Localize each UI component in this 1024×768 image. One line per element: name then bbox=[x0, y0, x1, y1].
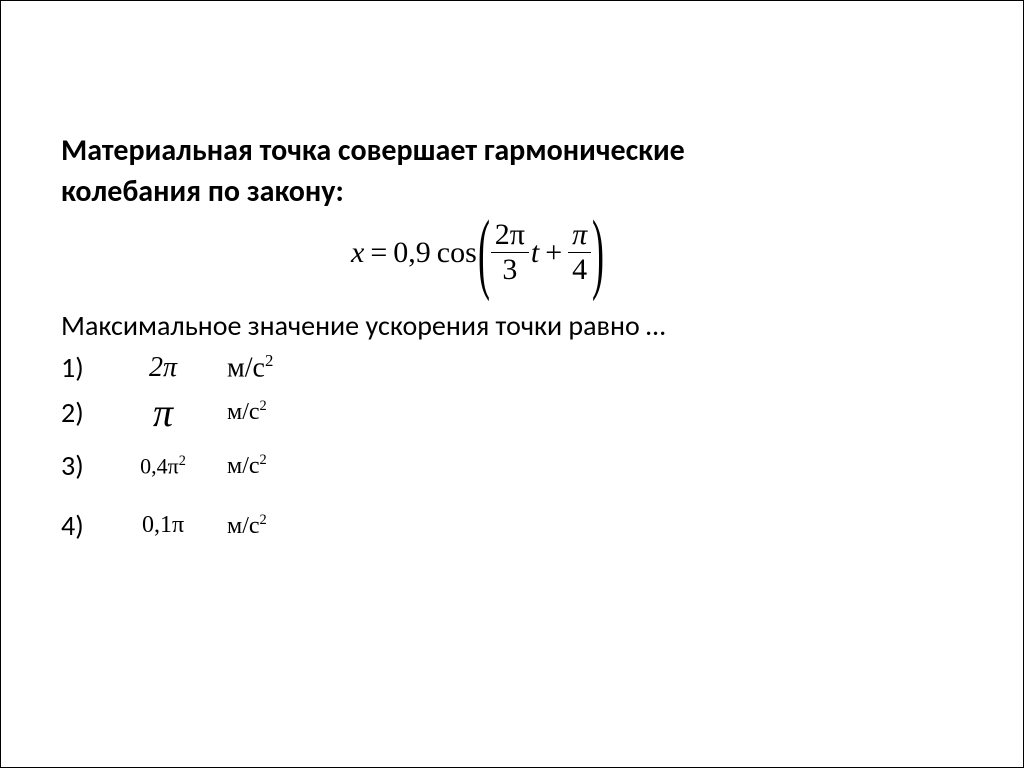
eq-frac2-den: 4 bbox=[568, 253, 591, 285]
option-number-3: 3) bbox=[61, 448, 113, 483]
option-value-3: 0,4π2 bbox=[113, 453, 213, 479]
eq-frac1-num: 2π bbox=[491, 220, 529, 253]
eq-plus: + bbox=[545, 236, 562, 270]
option-value-4: 0,1π bbox=[113, 512, 213, 539]
option-unit-1: м/с2 bbox=[227, 351, 273, 384]
eq-frac1: 2π 3 bbox=[491, 220, 529, 285]
title-line-2: колебания по закону: bbox=[61, 173, 344, 210]
option-row-1: 1) 2π м/с2 bbox=[61, 347, 963, 389]
option-number-4: 4) bbox=[61, 508, 113, 543]
eq-frac1-den: 3 bbox=[498, 253, 521, 285]
option-unit-3: м/с2 bbox=[227, 452, 267, 480]
slide-content: Материальная точка совершает гармоническ… bbox=[1, 1, 1023, 556]
option-unit-4: м/с2 bbox=[227, 512, 267, 540]
eq-func: cos bbox=[437, 236, 477, 270]
option-row-3: 3) 0,4π2 м/с2 bbox=[61, 436, 963, 496]
question-text: Максимальное значение ускорения точки ра… bbox=[61, 307, 963, 345]
eq-amplitude: 0,9 bbox=[393, 236, 431, 270]
right-paren: ) bbox=[592, 221, 604, 284]
option-row-4: 4) 0,1π м/с2 bbox=[61, 496, 963, 556]
eq-equals: = bbox=[370, 236, 387, 270]
answer-options: 1) 2π м/с2 2) π м/с2 3) 0,4π2 м/с2 4) 0,… bbox=[61, 347, 963, 556]
slide-frame: Материальная точка совершает гармоническ… bbox=[0, 0, 1024, 768]
eq-frac2: π 4 bbox=[568, 220, 591, 285]
option-number-2: 2) bbox=[61, 395, 113, 430]
title-line-1: Материальная точка совершает гармоническ… bbox=[61, 132, 685, 169]
option-number-1: 1) bbox=[61, 350, 113, 385]
option-value-2: π bbox=[113, 389, 213, 436]
left-paren: ( bbox=[478, 221, 490, 284]
equation: x = 0,9 cos ( 2π 3 t + π 4 ) bbox=[61, 220, 963, 285]
option-value-1: 2π bbox=[113, 352, 213, 384]
option-unit-2: м/с2 bbox=[227, 398, 267, 426]
option-row-2: 2) π м/с2 bbox=[61, 389, 963, 436]
problem-title: Материальная точка совершает гармоническ… bbox=[61, 131, 963, 212]
eq-lhs: x bbox=[351, 236, 364, 270]
eq-var-t: t bbox=[531, 236, 539, 270]
eq-frac2-num: π bbox=[568, 220, 591, 253]
